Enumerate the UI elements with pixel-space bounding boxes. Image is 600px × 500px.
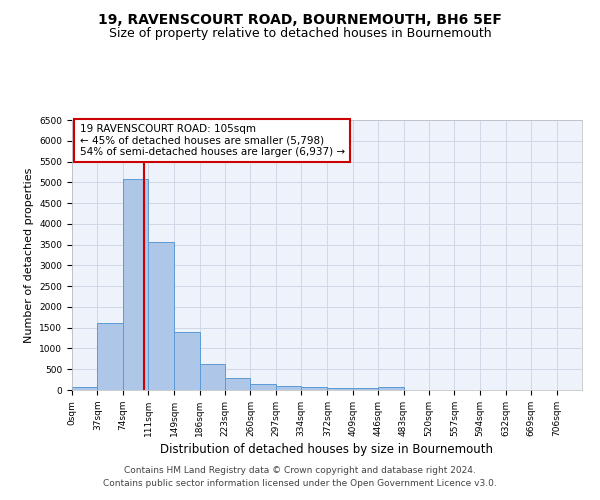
Bar: [328, 388, 353, 390]
Bar: [97, 322, 123, 390]
Bar: [148, 242, 174, 390]
Bar: [276, 386, 301, 390]
Bar: [174, 332, 200, 390]
Text: 19, RAVENSCOURT ROAD, BOURNEMOUTH, BH6 5EF: 19, RAVENSCOURT ROAD, BOURNEMOUTH, BH6 5…: [98, 12, 502, 26]
Y-axis label: Number of detached properties: Number of detached properties: [24, 168, 34, 342]
Text: 19 RAVENSCOURT ROAD: 105sqm
← 45% of detached houses are smaller (5,798)
54% of : 19 RAVENSCOURT ROAD: 105sqm ← 45% of det…: [80, 124, 345, 157]
Bar: [225, 378, 250, 390]
Bar: [123, 179, 148, 390]
Bar: [72, 387, 97, 390]
X-axis label: Distribution of detached houses by size in Bournemouth: Distribution of detached houses by size …: [161, 443, 493, 456]
Bar: [250, 384, 276, 390]
Bar: [378, 387, 404, 390]
Bar: [301, 387, 328, 390]
Text: Size of property relative to detached houses in Bournemouth: Size of property relative to detached ho…: [109, 28, 491, 40]
Bar: [200, 364, 225, 390]
Bar: [353, 388, 378, 390]
Text: Contains HM Land Registry data © Crown copyright and database right 2024.
Contai: Contains HM Land Registry data © Crown c…: [103, 466, 497, 487]
